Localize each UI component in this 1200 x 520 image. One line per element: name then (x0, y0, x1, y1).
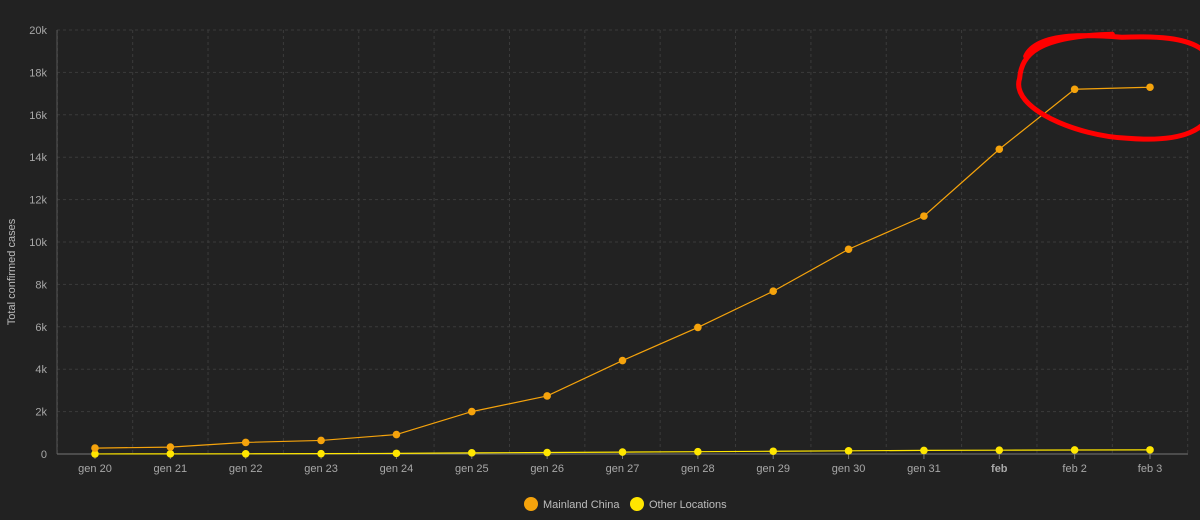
legend-marker (630, 497, 644, 511)
y-tick-label: 10k (29, 237, 47, 249)
y-tick-label: 18k (29, 67, 47, 79)
data-point[interactable] (317, 449, 325, 458)
x-tick-label: gen 23 (304, 463, 338, 475)
data-point[interactable] (241, 438, 250, 447)
data-point[interactable] (467, 407, 476, 416)
y-axis-title: Total confirmed cases (6, 218, 18, 325)
x-axis-ticks: gen 20 gen 21 gen 22 gen 23 gen 24 gen 25 gen … (78, 454, 1162, 475)
x-tick-label: gen 22 (229, 463, 263, 475)
data-point[interactable] (694, 447, 702, 456)
y-axis-ticks: 0 2k 4k 6k 8k 10k 12k 14k 16k 18k 20k (29, 25, 47, 461)
x-tick-label: gen 27 (606, 463, 640, 475)
y-tick-label: 6k (35, 322, 47, 334)
legend-item[interactable]: Mainland China (524, 497, 620, 511)
legend-marker (524, 497, 538, 511)
series-mainland-china (91, 83, 1154, 452)
x-tick-label: gen 29 (756, 463, 790, 475)
data-point[interactable] (844, 245, 853, 254)
series-group (91, 83, 1154, 458)
y-tick-label: 2k (35, 407, 47, 419)
x-tick-label: gen 26 (530, 463, 564, 475)
x-tick-label: feb 3 (1138, 463, 1162, 475)
x-tick-label: feb 2 (1062, 463, 1086, 475)
data-point[interactable] (1070, 446, 1079, 454)
grid (56, 29, 1189, 455)
x-tick-label: gen 21 (154, 463, 188, 475)
data-point[interactable] (392, 449, 401, 458)
data-point[interactable] (241, 449, 250, 458)
annotation-circle (1016, 31, 1200, 142)
legend-item[interactable]: Other Locations (630, 497, 727, 511)
data-point[interactable] (995, 145, 1004, 154)
data-point[interactable] (317, 436, 325, 445)
series-other-locations (91, 446, 1154, 458)
y-tick-label: 16k (29, 110, 47, 122)
y-tick-label: 0 (41, 449, 47, 461)
data-point[interactable] (769, 287, 778, 296)
data-point[interactable] (91, 450, 99, 458)
x-tick-label: feb (991, 463, 1008, 475)
y-tick-label: 4k (35, 364, 47, 376)
data-point[interactable] (166, 443, 175, 451)
data-point[interactable] (91, 444, 99, 452)
data-point[interactable] (769, 447, 778, 456)
y-tick-label: 14k (29, 152, 47, 164)
data-point[interactable] (166, 450, 175, 458)
data-point[interactable] (543, 448, 551, 457)
annotation-stroke (1016, 31, 1200, 142)
x-tick-label: gen 20 (78, 463, 112, 475)
data-point[interactable] (618, 356, 627, 365)
data-point[interactable] (618, 448, 627, 456)
data-point[interactable] (694, 323, 702, 332)
x-tick-label: gen 30 (832, 463, 866, 475)
legend[interactable]: Mainland China Other Locations (524, 497, 727, 511)
y-tick-label: 12k (29, 195, 47, 207)
legend-label: Other Locations (649, 499, 727, 511)
legend-label: Mainland China (543, 499, 620, 511)
data-point[interactable] (1146, 446, 1154, 454)
data-point[interactable] (844, 447, 853, 455)
y-tick-label: 20k (29, 25, 47, 37)
data-point[interactable] (920, 446, 928, 455)
y-tick-label: 8k (35, 279, 47, 291)
x-tick-label: gen 31 (907, 463, 941, 475)
data-point[interactable] (995, 446, 1004, 454)
data-point[interactable] (543, 392, 551, 400)
x-tick-label: gen 24 (380, 463, 414, 475)
data-point[interactable] (920, 212, 928, 220)
data-point[interactable] (392, 430, 401, 439)
x-tick-label: gen 25 (455, 463, 489, 475)
x-tick-label: gen 28 (681, 463, 715, 475)
data-point[interactable] (1146, 83, 1154, 92)
data-point[interactable] (467, 449, 476, 457)
data-point[interactable] (1070, 85, 1079, 94)
